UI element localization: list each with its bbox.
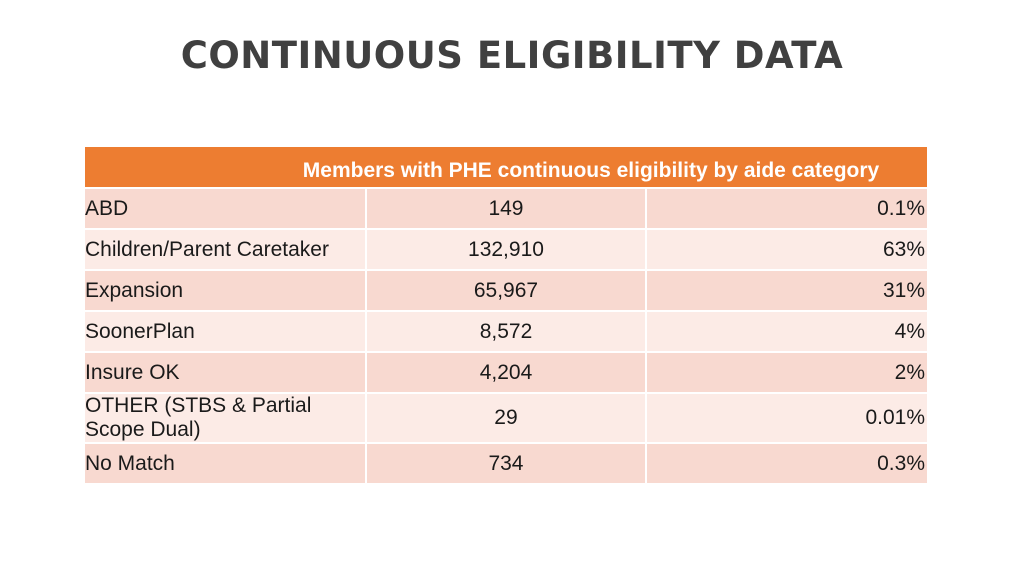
category-cell: SoonerPlan (85, 311, 367, 353)
table-header-row: Members with PHE continuous eligibility … (85, 147, 927, 189)
table-row: No Match 734 0.3% (85, 443, 927, 485)
percent-cell: 0.01% (646, 393, 927, 444)
percent-cell: 0.1% (646, 188, 927, 230)
eligibility-table: Members with PHE continuous eligibility … (85, 147, 927, 485)
category-cell: No Match (85, 443, 367, 485)
count-cell: 8,572 (365, 311, 648, 353)
category-cell: ABD (85, 188, 367, 230)
percent-cell: 2% (646, 352, 927, 394)
table-row: Insure OK 4,204 2% (85, 352, 927, 394)
table-row: OTHER (STBS & Partial Scope Dual) 29 0.0… (85, 393, 927, 444)
count-cell: 132,910 (365, 229, 648, 271)
eligibility-table-container: Members with PHE continuous eligibility … (85, 147, 927, 485)
count-cell: 4,204 (365, 352, 648, 394)
count-cell: 734 (365, 443, 648, 485)
category-cell: Expansion (85, 270, 367, 312)
table-row: Children/Parent Caretaker 132,910 63% (85, 229, 927, 271)
table-row: SoonerPlan 8,572 4% (85, 311, 927, 353)
category-cell: OTHER (STBS & Partial Scope Dual) (85, 393, 367, 444)
table-row: ABD 149 0.1% (85, 188, 927, 230)
table-header-label: Members with PHE continuous eligibility … (302, 159, 880, 182)
percent-cell: 0.3% (646, 443, 927, 485)
slide-title: CONTINUOUS ELIGIBILITY DATA (180, 34, 844, 77)
percent-cell: 31% (646, 270, 927, 312)
count-cell: 29 (365, 393, 648, 444)
percent-cell: 4% (646, 311, 927, 353)
count-cell: 149 (365, 188, 648, 230)
category-cell: Insure OK (85, 352, 367, 394)
table-header: Members with PHE continuous eligibility … (85, 147, 927, 189)
percent-cell: 63% (646, 229, 927, 271)
count-cell: 65,967 (365, 270, 648, 312)
category-cell: Children/Parent Caretaker (85, 229, 367, 271)
table-row: Expansion 65,967 31% (85, 270, 927, 312)
